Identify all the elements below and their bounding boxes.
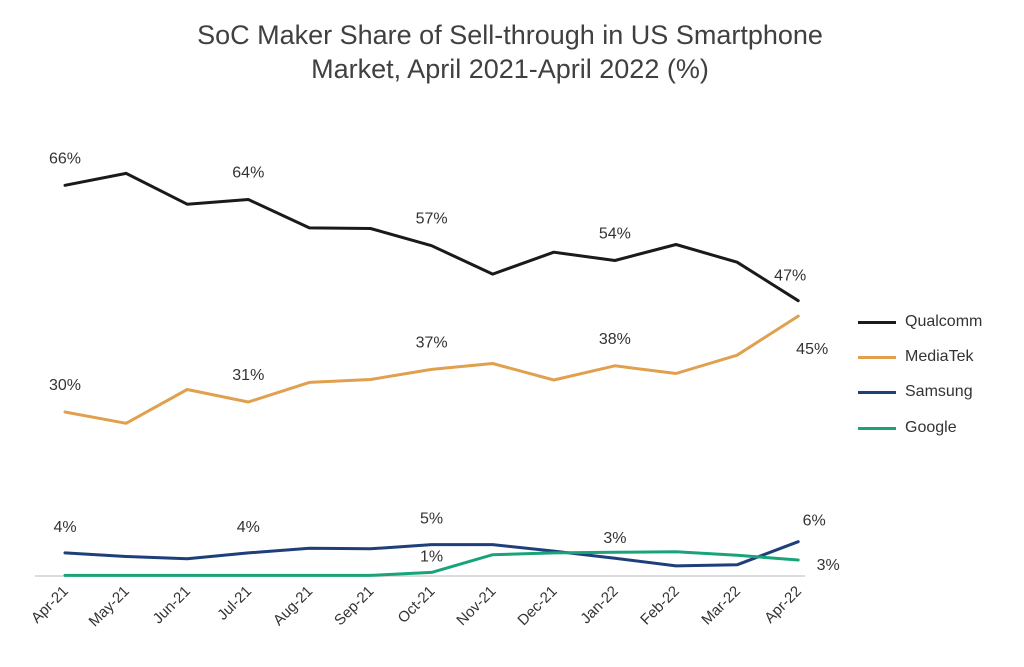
x-tick-label: Feb-22 — [637, 583, 683, 629]
x-tick-label: Apr-22 — [761, 583, 805, 627]
legend-swatch-google — [858, 426, 896, 430]
series-line-google — [63, 550, 800, 577]
x-tick-label: Apr-21 — [28, 583, 72, 627]
data-label-qualcomm: 54% — [599, 225, 631, 242]
series-line-qualcomm — [63, 171, 800, 303]
x-tick-label: Mar-22 — [698, 583, 744, 629]
legend-item-mediatek: MediaTek — [858, 347, 973, 367]
legend-swatch-qualcomm — [858, 320, 896, 324]
legend-label-samsung: Samsung — [905, 383, 973, 400]
data-label-google: 3% — [817, 557, 840, 574]
x-tick-label: Nov-21 — [453, 583, 499, 629]
data-label-samsung: 4% — [53, 519, 76, 536]
chart-title-line-2: Market, April 2021-April 2022 (%) — [311, 54, 709, 84]
data-label-qualcomm: 64% — [232, 164, 264, 181]
legend-item-google: Google — [858, 418, 957, 438]
data-label-mediatek: 31% — [232, 367, 264, 384]
legend-swatch-samsung — [858, 390, 896, 394]
legend-swatch-mediatek — [858, 355, 896, 359]
data-label-samsung: 6% — [803, 513, 826, 530]
data-label-qualcomm: 57% — [416, 211, 448, 228]
data-label-mediatek: 37% — [416, 334, 448, 351]
data-label-mediatek: 30% — [49, 377, 81, 394]
legend-label-qualcomm: Qualcomm — [905, 313, 983, 330]
data-label-mediatek: 38% — [599, 331, 631, 348]
data-label-qualcomm: 66% — [49, 150, 81, 167]
chart-title: SoC Maker Share of Sell-through in US Sm… — [0, 18, 1020, 86]
data-label-google: 1% — [420, 548, 443, 565]
x-tick-label: Aug-21 — [270, 583, 316, 629]
chart-title-line-1: SoC Maker Share of Sell-through in US Sm… — [197, 20, 823, 50]
x-tick-label: Jan-22 — [577, 583, 621, 627]
x-tick-label: Sep-21 — [331, 583, 377, 629]
x-tick-label: Dec-21 — [514, 583, 560, 629]
x-tick-label: May-21 — [86, 583, 133, 630]
data-label-qualcomm: 47% — [774, 268, 806, 285]
data-label-samsung: 3% — [603, 530, 626, 547]
x-tick-label: Oct-21 — [395, 583, 439, 627]
data-label-mediatek: 45% — [796, 341, 828, 358]
x-tick-label: Jul-21 — [214, 583, 255, 624]
series-line-mediatek — [63, 314, 800, 425]
x-tick-label: Jun-21 — [150, 583, 194, 627]
legend-label-google: Google — [905, 419, 957, 436]
legend-item-samsung: Samsung — [858, 382, 973, 402]
series-line-samsung — [63, 540, 800, 568]
data-label-samsung: 4% — [237, 519, 260, 536]
data-label-samsung: 5% — [420, 511, 443, 528]
legend-item-qualcomm: Qualcomm — [858, 312, 982, 332]
legend-label-mediatek: MediaTek — [905, 348, 974, 365]
